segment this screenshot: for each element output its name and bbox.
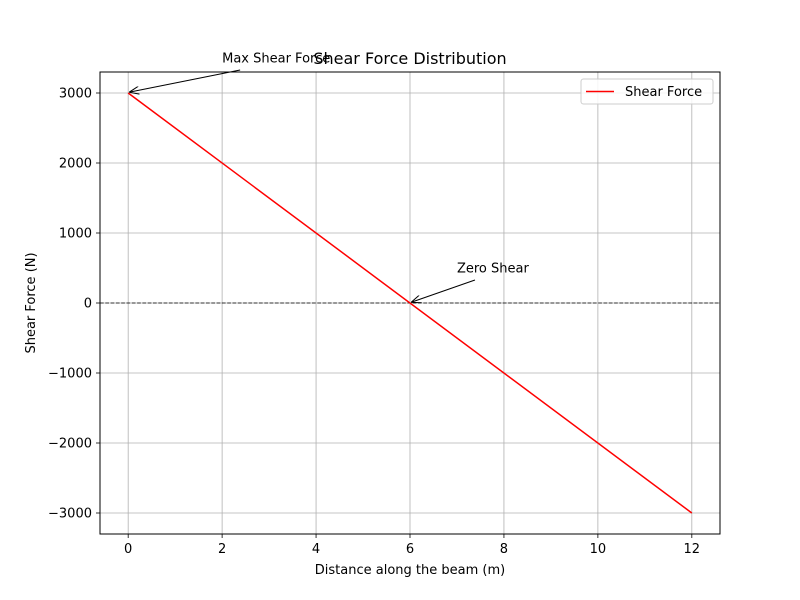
y-tick-label: 2000 [59, 157, 92, 172]
y-tick-label: −3000 [48, 507, 92, 522]
x-tick-label: 4 [312, 542, 320, 557]
annotation-arrow [130, 69, 241, 92]
legend-box [580, 78, 714, 105]
x-axis-label: Distance along the beam (m) [315, 563, 505, 578]
legend-label: Shear Force [625, 85, 702, 100]
annotation-label: Zero Shear [457, 262, 530, 277]
y-tick-label: −1000 [48, 367, 92, 382]
y-tick-label: −2000 [48, 437, 92, 452]
annotation-arrow [412, 279, 476, 302]
x-tick-label: 2 [218, 542, 226, 557]
annotation-label: Max Shear Force [222, 52, 330, 67]
ticks: 0 2 4 6 8 10 12 3000 2000 1000 0 −1000 −2000 −3000 [48, 87, 700, 558]
x-tick-label: 12 [684, 542, 701, 557]
y-axis-label: Shear Force (N) [24, 252, 39, 353]
y-tick-label: 1000 [59, 227, 92, 242]
annotations: Max Shear Force Zero Shear [130, 52, 529, 303]
x-tick-label: 0 [124, 542, 132, 557]
x-tick-label: 6 [406, 542, 414, 557]
x-tick-label: 10 [590, 542, 607, 557]
y-tick-label: 3000 [59, 87, 92, 102]
chart-title: Shear Force Distribution [313, 49, 506, 68]
x-tick-label: 8 [500, 542, 508, 557]
y-tick-label: 0 [84, 297, 92, 312]
legend: Shear Force [580, 78, 714, 105]
